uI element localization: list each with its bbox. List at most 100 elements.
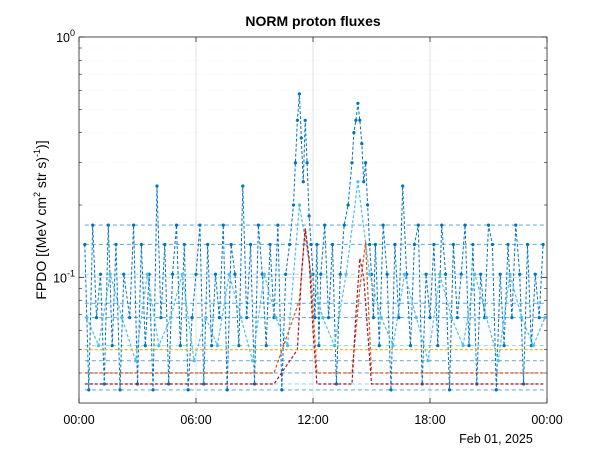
data-point bbox=[264, 344, 268, 348]
data-point bbox=[128, 316, 132, 320]
data-point bbox=[350, 161, 354, 165]
data-point bbox=[182, 242, 186, 247]
data-point bbox=[186, 388, 190, 392]
data-point bbox=[510, 316, 514, 320]
data-point bbox=[174, 223, 179, 227]
data-point bbox=[171, 272, 175, 276]
data-point bbox=[389, 388, 393, 392]
data-point bbox=[432, 242, 436, 247]
data-point bbox=[520, 316, 524, 320]
series-group bbox=[83, 92, 545, 392]
data-point bbox=[252, 382, 257, 386]
data-point bbox=[225, 388, 229, 392]
data-point bbox=[319, 272, 323, 276]
data-point bbox=[213, 272, 218, 276]
data-point bbox=[438, 272, 442, 276]
data-point bbox=[362, 180, 366, 184]
data-point bbox=[416, 223, 420, 227]
y-label-sup-1: 2 bbox=[32, 192, 42, 197]
data-point bbox=[217, 316, 221, 320]
data-point bbox=[288, 242, 292, 247]
y-tick-base: 10 bbox=[53, 271, 67, 285]
data-point bbox=[98, 272, 103, 276]
data-point bbox=[371, 316, 375, 320]
data-point bbox=[506, 242, 510, 247]
data-point bbox=[291, 203, 296, 207]
data-point bbox=[297, 203, 301, 207]
data-point bbox=[204, 316, 208, 320]
data-point bbox=[522, 382, 526, 386]
data-point bbox=[533, 272, 537, 276]
x-tick-label: 00:00 bbox=[531, 413, 562, 427]
data-point bbox=[305, 161, 309, 165]
data-point bbox=[293, 161, 297, 165]
x-tick-label: 18:00 bbox=[414, 413, 445, 427]
data-point bbox=[297, 92, 301, 96]
data-point bbox=[249, 242, 253, 247]
y-label-sup-2: -1 bbox=[32, 149, 42, 157]
data-point bbox=[463, 223, 467, 227]
data-point bbox=[91, 223, 95, 227]
data-point bbox=[145, 272, 149, 276]
data-point bbox=[206, 242, 210, 247]
data-point bbox=[426, 359, 430, 363]
data-point bbox=[459, 272, 463, 276]
data-point bbox=[299, 136, 303, 140]
data-point bbox=[276, 223, 280, 227]
data-point bbox=[541, 242, 545, 247]
data-point bbox=[163, 242, 167, 247]
data-point bbox=[132, 223, 136, 227]
data-point bbox=[364, 161, 368, 165]
data-point bbox=[180, 272, 184, 276]
data-point bbox=[496, 359, 500, 363]
data-point bbox=[494, 388, 498, 392]
x-tick-labels: 00:00 06:00 12:00 18:00 00:00 bbox=[63, 413, 562, 427]
data-point bbox=[143, 344, 147, 348]
data-point bbox=[498, 272, 502, 276]
data-point bbox=[358, 118, 362, 122]
data-point bbox=[479, 272, 483, 276]
data-point bbox=[94, 316, 99, 320]
data-point bbox=[102, 382, 106, 386]
data-point bbox=[262, 272, 266, 276]
data-point bbox=[83, 242, 87, 247]
data-point bbox=[286, 344, 290, 348]
plot-area bbox=[78, 36, 548, 404]
data-point bbox=[471, 242, 475, 247]
data-point bbox=[531, 344, 536, 348]
data-point bbox=[356, 180, 360, 184]
data-point bbox=[192, 359, 196, 363]
data-point bbox=[486, 223, 491, 227]
data-point bbox=[313, 316, 317, 320]
data-point bbox=[502, 344, 506, 348]
data-point bbox=[381, 223, 385, 227]
data-point bbox=[514, 223, 518, 227]
data-point bbox=[194, 272, 198, 276]
data-point bbox=[342, 223, 346, 227]
data-point bbox=[274, 316, 278, 320]
data-point bbox=[321, 316, 325, 320]
series-group bbox=[85, 180, 547, 363]
data-point bbox=[198, 223, 202, 227]
data-point bbox=[301, 180, 305, 184]
data-point bbox=[139, 242, 143, 247]
data-point bbox=[315, 242, 319, 247]
data-point bbox=[178, 344, 182, 348]
data-point bbox=[167, 382, 171, 386]
data-point bbox=[118, 388, 122, 392]
data-point bbox=[307, 214, 311, 218]
data-point bbox=[368, 272, 372, 276]
data-point bbox=[449, 316, 454, 320]
data-point bbox=[403, 272, 407, 276]
x-tick-label: 00:00 bbox=[63, 413, 94, 427]
data-point bbox=[401, 184, 405, 188]
data-point bbox=[508, 272, 512, 276]
data-point bbox=[221, 223, 225, 227]
data-point bbox=[440, 223, 444, 227]
data-point bbox=[241, 184, 245, 188]
y-tick-label: 100 bbox=[56, 28, 75, 45]
data-point bbox=[391, 344, 395, 348]
data-point bbox=[110, 344, 114, 348]
data-point bbox=[155, 184, 159, 188]
